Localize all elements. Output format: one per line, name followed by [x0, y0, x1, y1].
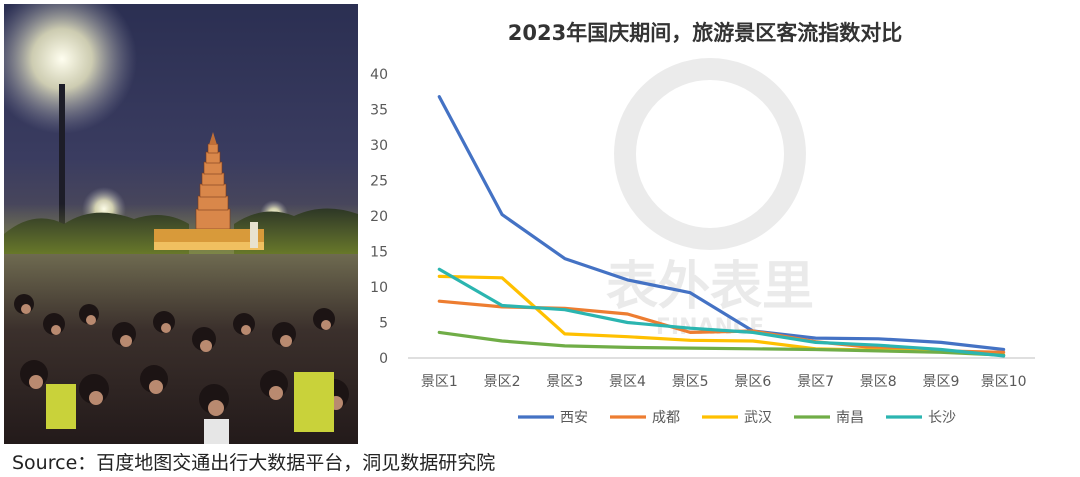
x-tick-label: 景区8: [860, 374, 897, 390]
y-axis: 0 5 10 15 20 25 30 35 40: [370, 67, 388, 367]
y-tick-label: 40: [370, 67, 388, 83]
series-line-南昌: [437, 330, 1006, 357]
x-tick-label: 景区5: [672, 374, 709, 390]
x-tick-label: 景区1: [421, 374, 458, 390]
chart-title: 2023年国庆期间，旅游景区客流指数对比: [508, 21, 902, 45]
crowd-pagoda-photo: [4, 4, 358, 444]
watermark: 表外表里 FINANCE: [606, 58, 814, 340]
y-tick-label: 10: [370, 280, 388, 296]
legend: 西安 成都 武汉 南昌 长沙: [518, 410, 956, 426]
series-line-长沙: [437, 267, 1006, 358]
watermark-text: 表外表里: [606, 257, 814, 317]
series-line-西安: [437, 95, 1006, 352]
source-note: Source：百度地图交通出行大数据平台，洞见数据研究院: [12, 452, 496, 474]
legend-label: 西安: [560, 410, 588, 426]
x-tick-label: 景区6: [734, 374, 771, 390]
legend-label: 南昌: [836, 410, 864, 426]
x-tick-label: 景区2: [484, 374, 521, 390]
legend-label: 武汉: [744, 410, 772, 426]
x-tick-label: 景区3: [546, 374, 583, 390]
y-tick-label: 30: [370, 138, 388, 154]
y-tick-label: 0: [379, 351, 388, 367]
legend-label: 长沙: [928, 410, 956, 426]
x-axis: 景区1 景区2 景区3 景区4 景区5 景区6 景区7 景区8 景区9 景区10: [421, 374, 1027, 390]
y-tick-label: 20: [370, 209, 388, 225]
y-tick-label: 5: [379, 316, 388, 332]
y-tick-label: 35: [370, 103, 388, 119]
line-chart: 表外表里 FINANCE 2023年国庆期间，旅游景区客流指数对比 0 5 10 15…: [370, 21, 1035, 426]
x-tick-label: 景区10: [981, 374, 1027, 390]
series-lines: [437, 95, 1006, 358]
x-tick-label: 景区7: [797, 374, 834, 390]
legend-label: 成都: [652, 410, 680, 426]
y-tick-label: 25: [370, 174, 388, 190]
y-tick-label: 15: [370, 245, 388, 261]
x-tick-label: 景区9: [922, 374, 959, 390]
x-tick-label: 景区4: [609, 374, 646, 390]
